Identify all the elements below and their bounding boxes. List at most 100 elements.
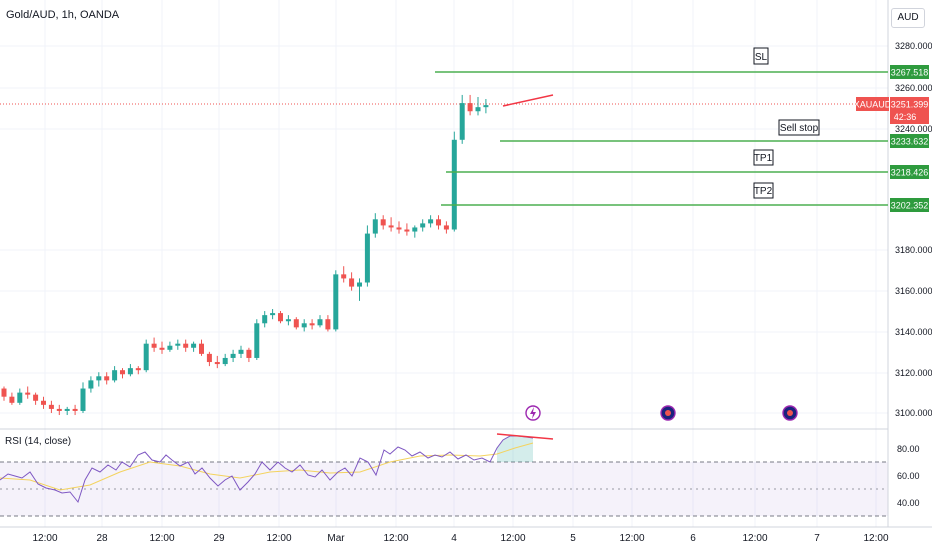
event-marker-au-2[interactable] bbox=[782, 405, 798, 421]
candle-body bbox=[404, 229, 410, 232]
candle-body bbox=[333, 274, 339, 330]
time-tick-label: Mar bbox=[327, 533, 345, 544]
candlestick-series bbox=[1, 94, 489, 416]
candle-body bbox=[246, 349, 252, 358]
candle-body bbox=[380, 219, 386, 226]
time-tick-label: 6 bbox=[690, 533, 696, 544]
candle-body bbox=[175, 343, 181, 346]
price-tick-label: 3180.000 bbox=[895, 245, 932, 255]
rsi-tick-label: 60.00 bbox=[897, 471, 920, 481]
candle-body bbox=[301, 323, 307, 328]
symbol-title[interactable]: Gold/AUD, 1h, OANDA bbox=[6, 9, 120, 21]
candle-body bbox=[483, 105, 489, 108]
rsi-tick-label: 40.00 bbox=[897, 498, 920, 508]
price-axis[interactable]: 3280.000 3260.000 3240.000 3180.000 3160.000… bbox=[895, 41, 932, 418]
event-marker-au-1[interactable] bbox=[660, 405, 676, 421]
time-tick-label: 12:00 bbox=[619, 533, 644, 544]
time-tick-label: 12:00 bbox=[863, 533, 888, 544]
candle-body bbox=[341, 274, 347, 279]
price-tick-label: 3120.000 bbox=[895, 368, 932, 378]
time-tick-label: 5 bbox=[570, 533, 576, 544]
candle-body bbox=[17, 392, 23, 403]
candle-body bbox=[357, 282, 362, 287]
rsi-band bbox=[0, 461, 888, 517]
time-tick-label: 29 bbox=[213, 533, 225, 544]
tp1-label-box[interactable]: TP1 bbox=[753, 149, 774, 166]
candle-body bbox=[436, 219, 441, 226]
sell-stop-label-box[interactable]: Sell stop bbox=[778, 119, 820, 136]
candle-body bbox=[254, 323, 260, 358]
time-tick-label: 12:00 bbox=[742, 533, 767, 544]
flag-icon bbox=[665, 410, 671, 416]
candle-body bbox=[72, 408, 78, 411]
candle-body bbox=[25, 392, 31, 395]
rsi-axis[interactable]: 80.00 60.00 40.00 bbox=[897, 444, 920, 508]
candle-body bbox=[309, 323, 315, 326]
time-axis[interactable]: 12:00 28 12:00 29 12:00 Mar 12:00 4 12:00 5 12:00 6… bbox=[32, 533, 888, 544]
current-price-tag: 3251.399 42:36 bbox=[890, 97, 929, 124]
candle-body bbox=[293, 319, 299, 328]
candle-body bbox=[396, 227, 402, 230]
svg-text:XAUAUD: XAUAUD bbox=[854, 100, 892, 110]
candle-body bbox=[96, 376, 102, 381]
currency-button[interactable]: AUD bbox=[891, 8, 925, 28]
time-tick-label: 28 bbox=[96, 533, 108, 544]
candle-body bbox=[451, 139, 457, 230]
candle-body bbox=[285, 319, 291, 322]
svg-text:3202.352: 3202.352 bbox=[891, 201, 929, 211]
rsi-divergence-line[interactable] bbox=[496, 433, 554, 440]
candle-body bbox=[206, 353, 212, 363]
candle-body bbox=[364, 233, 370, 283]
tp2-label-box[interactable]: TP2 bbox=[753, 182, 774, 199]
sl-label-box[interactable]: SL bbox=[753, 47, 769, 65]
svg-text:3267.518: 3267.518 bbox=[891, 68, 929, 78]
grid-lines bbox=[0, 0, 888, 527]
bar-countdown: 42:36 bbox=[894, 112, 917, 122]
candle-body bbox=[112, 370, 118, 381]
candle-body bbox=[56, 408, 62, 411]
time-tick-label: 12:00 bbox=[149, 533, 174, 544]
candle-body bbox=[262, 315, 268, 324]
sl-label: SL bbox=[755, 52, 768, 63]
event-marker-lightning[interactable] bbox=[525, 405, 541, 421]
candle-body bbox=[278, 313, 283, 322]
candle-body bbox=[127, 368, 133, 375]
candle-body bbox=[475, 107, 481, 112]
candle-body bbox=[151, 343, 157, 348]
candle-body bbox=[372, 219, 378, 234]
rsi-title[interactable]: RSI (14, close) bbox=[5, 436, 72, 447]
candle-body bbox=[1, 388, 7, 397]
time-tick-label: 12:00 bbox=[266, 533, 291, 544]
rsi-tick-label: 80.00 bbox=[897, 444, 920, 454]
rsi-line bbox=[0, 435, 534, 504]
price-tick-label: 3140.000 bbox=[895, 327, 932, 337]
rsi-ma-line bbox=[0, 442, 534, 491]
candle-body bbox=[183, 343, 189, 348]
candle-body bbox=[104, 376, 110, 381]
time-tick-label: 12:00 bbox=[500, 533, 525, 544]
candle-body bbox=[467, 103, 473, 112]
candle-body bbox=[9, 396, 15, 403]
candle-body bbox=[238, 349, 244, 354]
tp1-label: TP1 bbox=[754, 153, 773, 164]
resistance-trendline[interactable] bbox=[502, 94, 554, 107]
time-tick-label: 12:00 bbox=[32, 533, 57, 544]
price-tick-label: 3240.000 bbox=[895, 124, 932, 134]
svg-text:3251.399: 3251.399 bbox=[891, 100, 929, 110]
candle-body bbox=[159, 347, 165, 350]
svg-text:3218.426: 3218.426 bbox=[891, 168, 929, 178]
candle-body bbox=[388, 225, 394, 228]
candle-body bbox=[325, 319, 331, 330]
tp1-price-tag: 3218.426 bbox=[890, 165, 929, 179]
candle-body bbox=[270, 313, 276, 316]
candle-body bbox=[317, 319, 323, 326]
tp2-label: TP2 bbox=[754, 186, 773, 197]
candle-body bbox=[33, 394, 39, 401]
price-tick-label: 3260.000 bbox=[895, 83, 932, 93]
candle-body bbox=[135, 368, 141, 371]
candle-body bbox=[191, 343, 197, 348]
candle-body bbox=[41, 400, 46, 405]
time-tick-label: 7 bbox=[814, 533, 820, 544]
rsi-overbought-fill bbox=[497, 436, 533, 462]
